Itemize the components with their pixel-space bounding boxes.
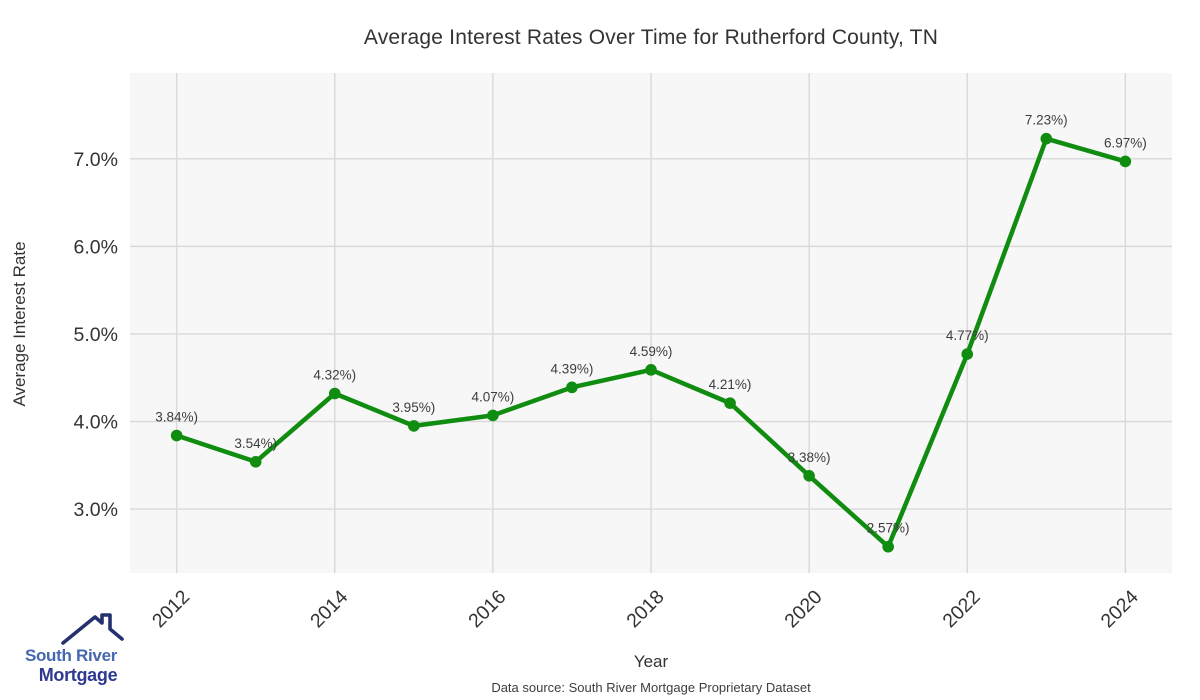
data-point — [803, 470, 815, 482]
y-axis-title: Average Interest Rate — [10, 241, 29, 407]
south-river-mortgage-logo: South River Mortgage — [16, 612, 126, 687]
point-label: 3.95%) — [392, 400, 435, 415]
point-label: 3.54%) — [234, 436, 277, 451]
data-point — [882, 540, 894, 553]
x-tick-label: 2022 — [939, 586, 985, 632]
x-tick-label: 2020 — [780, 586, 826, 632]
data-point — [1119, 155, 1132, 168]
x-tick-label: 2012 — [148, 586, 194, 632]
x-tick-label: 2018 — [622, 586, 668, 632]
point-label: 4.77%) — [946, 328, 989, 343]
logo-text-south-river: South River — [24, 646, 118, 665]
x-axis-title: Year — [633, 652, 669, 671]
point-label: 4.07%) — [471, 389, 514, 404]
data-point — [1040, 132, 1053, 145]
data-point — [328, 387, 341, 400]
data-point — [170, 429, 183, 442]
point-label: 4.59%) — [630, 344, 673, 359]
data-point — [645, 364, 657, 376]
data-point — [487, 409, 499, 422]
x-tick-label: 2024 — [1097, 586, 1143, 632]
point-label: 7.23%) — [1025, 113, 1068, 128]
point-label: 3.84%) — [155, 410, 198, 425]
y-tick-label: 5.0% — [74, 324, 118, 346]
data-point — [249, 455, 262, 468]
y-tick-label: 7.0% — [74, 149, 118, 171]
point-label: 4.21%) — [709, 377, 752, 392]
logo-text-mortgage: Mortgage — [38, 665, 118, 685]
data-point — [566, 381, 578, 394]
point-label: 6.97%) — [1104, 135, 1147, 150]
data-point — [408, 420, 420, 432]
x-tick-label: 2014 — [306, 586, 352, 632]
data-source-note: Data source: South River Mortgage Propri… — [491, 680, 811, 695]
point-label: 4.32%) — [313, 367, 356, 382]
x-tick-label: 2016 — [464, 586, 510, 632]
point-label: 2.57%) — [867, 521, 910, 536]
y-tick-label: 6.0% — [74, 236, 118, 258]
data-point — [961, 348, 974, 360]
y-tick-label: 3.0% — [74, 499, 118, 521]
page-title: Average Interest Rates Over Time for Rut… — [363, 26, 939, 49]
point-label: 4.39%) — [551, 361, 594, 376]
y-tick-label: 4.0% — [74, 412, 118, 434]
data-point — [724, 397, 736, 409]
point-label: 3.38%) — [788, 450, 831, 465]
house-roof-icon — [61, 613, 124, 645]
